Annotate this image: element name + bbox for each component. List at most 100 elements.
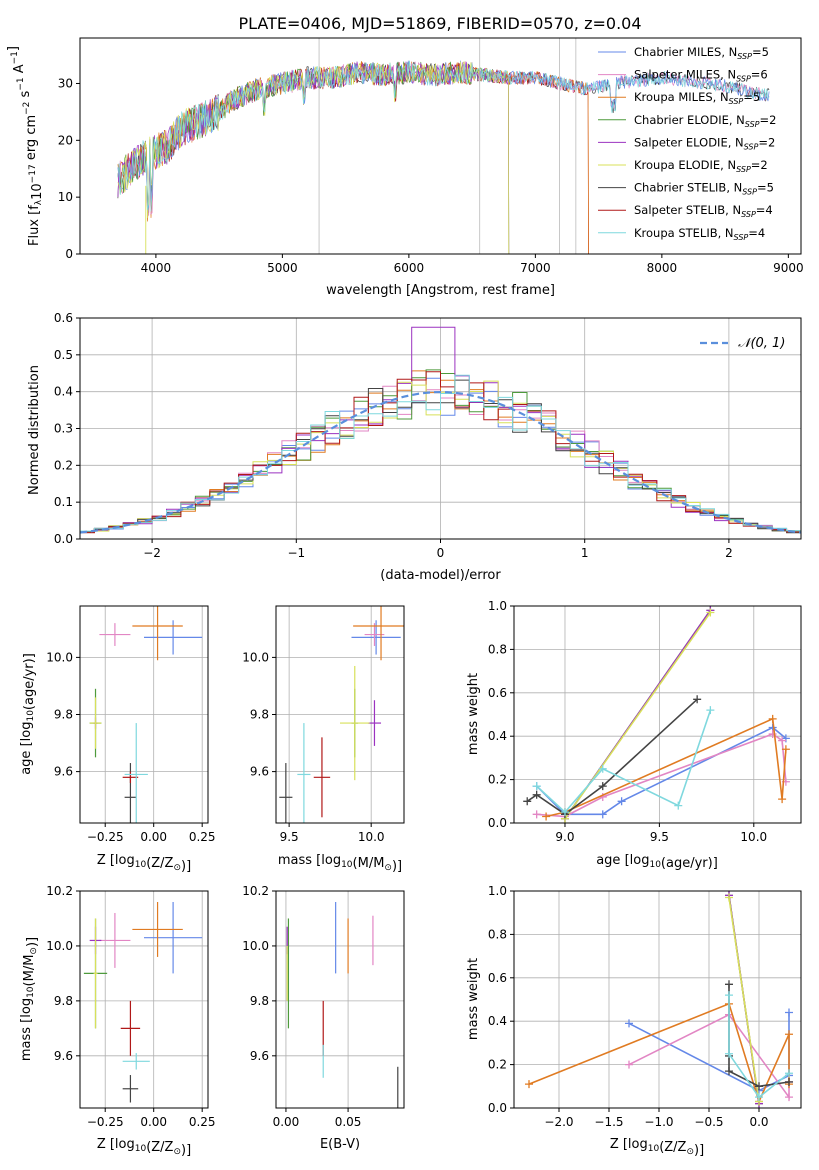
panel-mass_vs_ebv: 0.00 0.05 9.6 9.8 10.0 10.2 E(B-V): [242, 884, 405, 1152]
series-marker: [625, 1060, 633, 1069]
mass_vs_Z-plot-area: [83, 901, 203, 1103]
series-marker: [768, 730, 777, 739]
spectrum-line: [117, 61, 510, 254]
panel-weight_vs_age: 9.0 9.5 10.0 0.0 0.2 0.4 0.6 0.8 1.0 age [log10(a…: [466, 599, 802, 871]
series-marker: [693, 695, 702, 704]
series-kroupa-elodie: [725, 893, 763, 1106]
y-tick-label: 1.0: [488, 599, 507, 613]
axes-frame: [275, 890, 405, 1109]
errorbar-chabrier-stelib: [122, 1075, 139, 1103]
y-tick-label: 0.2: [54, 458, 73, 472]
y-tick-label: 0.2: [488, 773, 507, 787]
errorbar-salpeter-elodie: [367, 700, 382, 746]
x-tick-label: 0.25: [189, 1115, 216, 1129]
spectrum-line: [117, 61, 589, 254]
series-marker: [706, 608, 715, 617]
series-line: [728, 995, 790, 1099]
spectrum-line: [117, 60, 770, 212]
errorbar-chabrier-stelib: [279, 763, 293, 823]
legend-label: Chabrier STELIB, NSSP=5: [634, 181, 774, 197]
series-marker: [725, 1049, 733, 1058]
mass_vs_Z-ylabel: mass [log10(M/M⊙)]: [19, 937, 40, 1061]
y-tick-label: 10.0: [242, 939, 269, 953]
weight_vs_age-grid: [514, 605, 801, 824]
series-marker: [785, 1077, 793, 1086]
y-tick-label: 10.0: [46, 650, 73, 664]
normal-legend-label: 𝒩(0, 1): [738, 336, 785, 351]
x-tick-label: 0.0: [749, 1115, 768, 1129]
y-tick-label: 0.5: [54, 348, 73, 362]
spectrum-line: [117, 61, 510, 254]
y-tick-label: 20: [58, 133, 73, 147]
series-marker: [785, 1093, 793, 1102]
x-tick-label: 9.5: [650, 830, 669, 844]
series-marker: [525, 1080, 533, 1089]
series-marker: [725, 1067, 733, 1076]
axes-frame: [513, 605, 802, 824]
errorbar-kroupa-elodie: [89, 697, 102, 749]
y-tick-label: 0.8: [488, 642, 507, 656]
y-tick-label: 0.6: [54, 311, 73, 325]
x-tick-label: 0.25: [189, 830, 216, 844]
series-marker: [542, 812, 551, 821]
legend-label: Salpeter STELIB, NSSP=4: [634, 203, 773, 219]
x-tick-label: −2: [143, 546, 161, 560]
series-kroupa-stelib: [532, 706, 715, 817]
x-tick-label: 0.00: [273, 1115, 300, 1129]
age_vs_Z-xlabel: Z [log10(Z/Z⊙)]: [97, 853, 191, 874]
errorbar-kroupa-miles: [353, 606, 404, 661]
panel-spectrum: 4000 5000 6000 7000 8000 9000 0 10 20 30 wavelengt…: [6, 37, 804, 298]
x-tick-label: 10.0: [358, 830, 385, 844]
spectrum-line: [117, 60, 510, 254]
y-tick-label: 9.6: [250, 1049, 269, 1063]
errorbar-kroupa-elodie: [340, 665, 370, 781]
y-tick-label: 9.6: [250, 765, 269, 779]
y-tick-label: 0.3: [54, 422, 73, 436]
residuals-xlabel: (data-model)/error: [380, 568, 501, 583]
age_vs_mass-xlabel: mass [log10(M/M⊙)]: [278, 853, 402, 874]
residuals-ylabel: Normed distribution: [27, 365, 42, 495]
series-salpeter-miles: [532, 730, 790, 821]
y-tick-label: 9.8: [250, 708, 269, 722]
y-tick-label: 0.8: [488, 927, 507, 941]
y-tick-label: 0.2: [488, 1058, 507, 1072]
x-tick-label: 0.05: [335, 1115, 362, 1129]
series-marker: [598, 764, 607, 773]
y-tick-label: 9.6: [54, 765, 73, 779]
y-tick-label: 10: [58, 190, 73, 204]
spectrum-legend: Chabrier MILES, NSSP=5 Salpeter MILES, NS…: [598, 45, 776, 242]
mass_vs_Z-xlabel: Z [log10(Z/Z⊙)]: [97, 1137, 191, 1158]
age_vs_mass-points: [279, 606, 404, 823]
weight_vs_Z-plot-area: [525, 891, 793, 1108]
spectrum-lines: [117, 38, 770, 254]
series-marker: [532, 782, 541, 791]
series-marker: [778, 795, 787, 804]
errorbar-chabrier-miles: [144, 901, 203, 974]
axes-frame: [79, 37, 802, 255]
y-tick-label: 0.6: [488, 686, 507, 700]
y-tick-label: 0.0: [488, 816, 507, 830]
y-tick-label: 0.0: [54, 532, 73, 546]
panel-age_vs_mass: 9.5 10.0 9.6 9.8 10.0 mass [log10(M/M⊙)]: [242, 605, 405, 874]
legend-label: Chabrier MILES, NSSP=5: [634, 45, 769, 61]
age_vs_Z-axes: −0.25 0.00 0.25 9.6 9.8 10.0: [46, 605, 216, 844]
errorbar-kroupa-stelib: [122, 1053, 150, 1070]
series-line: [628, 1013, 790, 1100]
x-tick-label: 9.5: [280, 830, 299, 844]
legend-label: Salpeter ELODIE, NSSP=2: [634, 135, 775, 151]
panels: 4000 5000 6000 7000 8000 90000102030wavelengt…: [6, 37, 804, 1158]
y-tick-label: 9.8: [54, 708, 73, 722]
y-tick-label: 0.4: [488, 729, 507, 743]
series-marker: [706, 706, 715, 715]
legend-label: Kroupa ELODIE, NSSP=2: [634, 158, 768, 174]
mass_vs_Z-axes: −0.25 0.00 0.25 9.6 9.8 10.0 10.2: [46, 884, 215, 1129]
series-line: [728, 897, 760, 1102]
y-tick-label: 0.1: [54, 495, 73, 509]
series-kroupa-miles: [542, 714, 790, 821]
ebv-xlabel: E(B-V): [320, 1137, 360, 1152]
series-marker: [785, 1030, 793, 1039]
errorbar-kroupa-miles: [132, 901, 183, 957]
weight_vs_age-series: [523, 606, 790, 823]
x-tick-label: −1.0: [644, 1115, 673, 1129]
mass_vs_ebv-axes: 0.00 0.05 9.6 9.8 10.0 10.2: [242, 884, 405, 1129]
